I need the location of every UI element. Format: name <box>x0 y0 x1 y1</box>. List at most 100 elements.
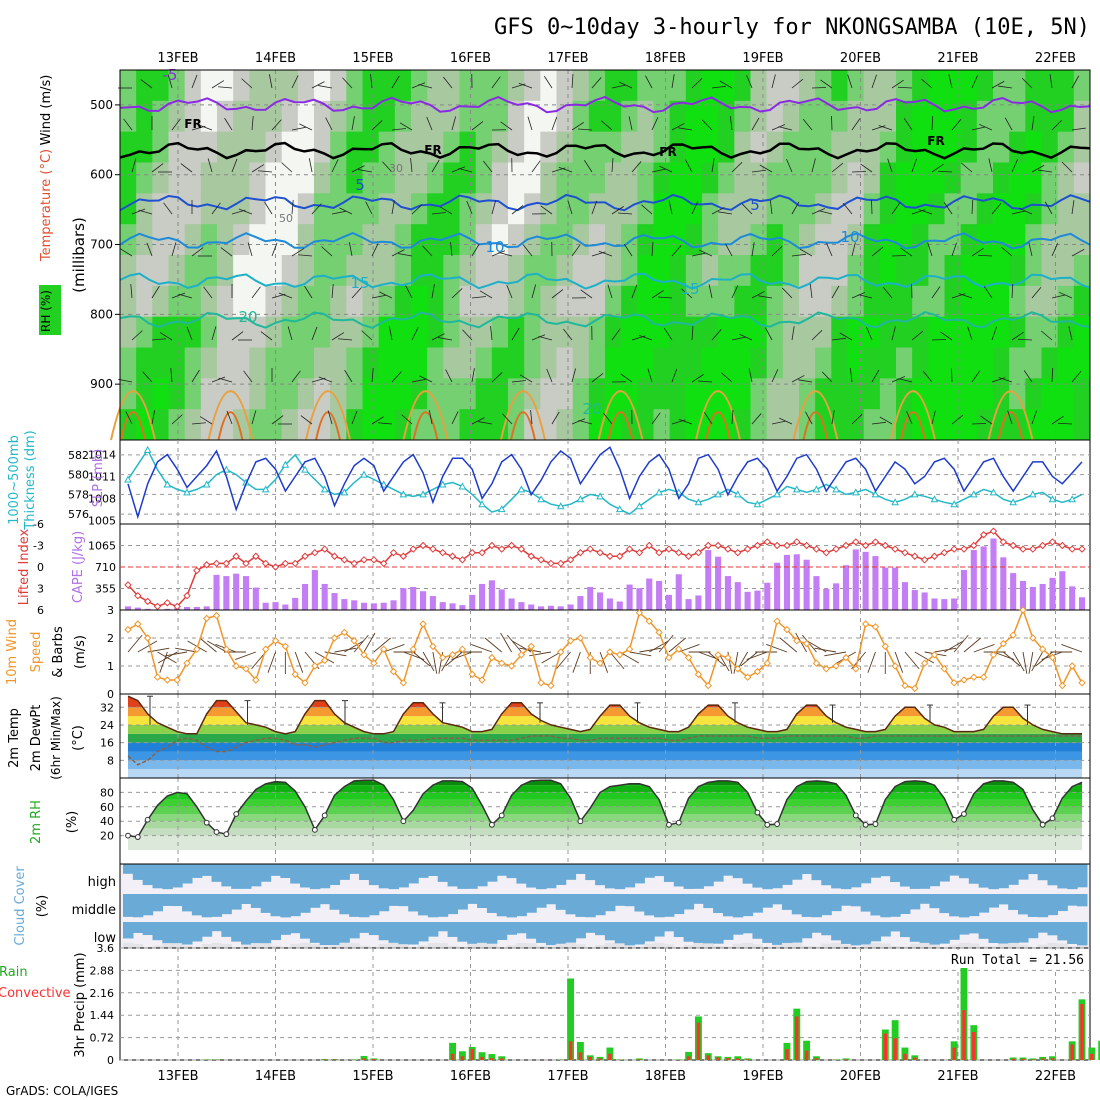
rh-point <box>321 812 328 819</box>
rh-cell <box>815 100 832 133</box>
cloud-cell <box>123 864 134 874</box>
rh-cell <box>524 70 541 102</box>
cloud-cell <box>427 864 439 877</box>
wind-barb-10m <box>432 651 438 674</box>
cloud-low-gap <box>929 944 940 948</box>
rh-cell <box>847 347 865 379</box>
rh-cell <box>863 255 881 287</box>
cloud-cell <box>1037 922 1049 933</box>
wind-barb <box>571 122 584 131</box>
precip-rain-bar <box>726 1058 730 1060</box>
rh-cell <box>750 100 768 133</box>
wind-barb <box>699 249 713 257</box>
wind-speed-point <box>468 670 476 679</box>
cloud-low-gap <box>172 943 183 948</box>
precip-rain-bar <box>490 1058 494 1060</box>
cloud-low-gap <box>437 943 449 948</box>
cape-bar <box>301 583 309 610</box>
rh-point <box>311 826 318 833</box>
lifted-index-point <box>350 559 358 568</box>
rh-cell <box>120 409 137 441</box>
rh-cell <box>1009 378 1026 410</box>
wind-speed-point <box>517 651 526 659</box>
cape-bar <box>272 602 279 610</box>
cloud-cell <box>840 922 852 944</box>
rh-cell <box>120 347 137 379</box>
wind-speed-point <box>350 637 358 645</box>
wind-barb <box>571 368 577 383</box>
cloud-cell <box>300 894 311 913</box>
cloud-cell <box>929 864 940 887</box>
precip-rain-bar <box>696 1022 701 1060</box>
rh-cell <box>815 70 832 102</box>
wind-barb-10m <box>953 634 969 653</box>
wind-barb <box>238 208 253 215</box>
lifted-index-point <box>124 581 132 589</box>
lifted-index-point <box>183 591 191 600</box>
wind-barb-10m <box>904 651 920 670</box>
wind-barb-10m <box>412 651 431 667</box>
wind-barb <box>811 208 826 215</box>
thickness-point <box>714 490 722 498</box>
wind-barb-10m <box>422 651 435 672</box>
thickness-point <box>989 488 998 496</box>
rh-cell <box>605 285 622 318</box>
precip-tick-label: 2.16 <box>90 987 115 1000</box>
lifted-index-point <box>242 559 250 568</box>
cloud-cell <box>368 894 380 916</box>
wind-barb <box>711 158 715 173</box>
wind-speed-point <box>458 645 467 653</box>
wind-barb <box>1071 75 1080 89</box>
wind-barb <box>1071 127 1086 131</box>
thickness-point <box>537 495 545 503</box>
wind-barb <box>731 285 739 299</box>
cloud-low-gap <box>840 944 852 948</box>
cloud-cell <box>536 864 547 890</box>
wind-barb <box>218 377 233 383</box>
cloud-cell <box>890 864 901 883</box>
cloud-cell <box>408 894 419 912</box>
wind-barb <box>344 369 353 383</box>
wind-barb <box>445 369 453 383</box>
rh-cell <box>346 162 363 194</box>
wind-speed-point <box>783 625 791 634</box>
wind-barb <box>371 416 385 425</box>
wind-barb-10m <box>334 647 357 653</box>
wind-barb-10m <box>746 651 768 660</box>
warm-contour <box>305 390 351 441</box>
rh-cell <box>993 255 1010 287</box>
wind-speed-point <box>1058 681 1067 690</box>
lifted-index-point <box>498 545 506 553</box>
rh-cell <box>653 316 671 348</box>
cloud-cell <box>378 922 390 941</box>
wind-speed-point <box>212 611 221 620</box>
cloud-cell <box>506 922 518 935</box>
rh-cell <box>605 162 622 194</box>
rh-cell <box>831 193 848 225</box>
wind-barb <box>951 242 957 257</box>
cloud-low-gap <box>398 944 409 948</box>
cloud-cell <box>801 922 813 939</box>
cape-bar <box>793 554 800 610</box>
wind-barb <box>664 328 673 341</box>
lifted-index-point <box>596 548 604 557</box>
cloud-low-gap <box>201 943 213 948</box>
wind-barb <box>500 121 513 131</box>
cloud-low-gap <box>388 942 400 948</box>
rh-cell <box>976 70 994 102</box>
rh-cell <box>993 162 1010 194</box>
lifted-index-point <box>1019 545 1027 553</box>
wind-barb <box>638 334 653 341</box>
precip-rain-bar <box>598 1058 602 1060</box>
wind-barb <box>871 125 886 131</box>
rh-cell <box>524 316 541 348</box>
rh-cell <box>669 224 687 256</box>
lifted-index-point <box>852 538 860 546</box>
wind-speed-point <box>586 653 594 662</box>
wind-barb <box>725 243 733 257</box>
rh-cell <box>217 255 234 287</box>
cloud-low-gap <box>378 943 390 948</box>
rh-cell <box>297 316 315 348</box>
wind-barb <box>718 211 733 215</box>
wind-barb <box>523 244 533 257</box>
